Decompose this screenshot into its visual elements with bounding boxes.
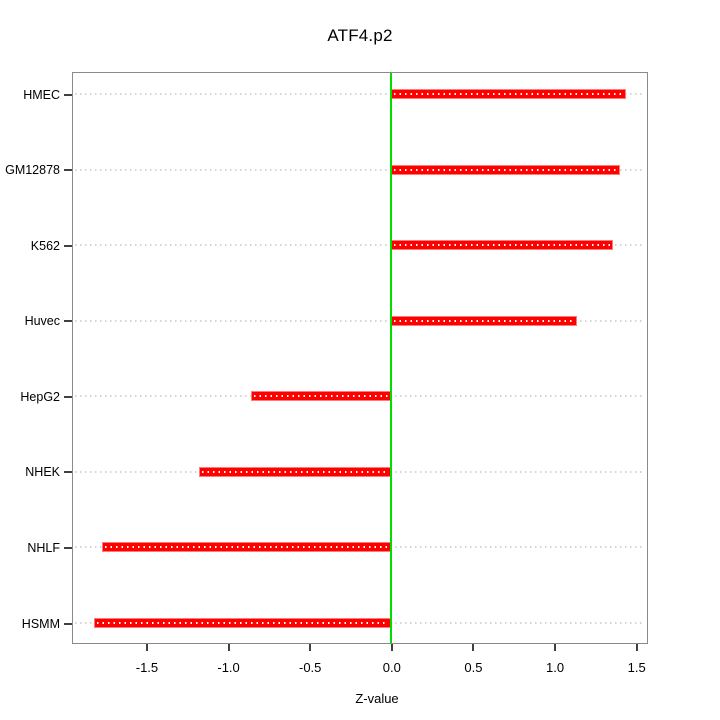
x-tick-label: -0.5 <box>299 660 322 675</box>
plot-area <box>72 72 648 644</box>
y-tick <box>64 169 72 172</box>
x-tick <box>472 644 475 651</box>
bar-hmec <box>391 89 627 99</box>
y-axis-label: NHEK <box>25 465 60 480</box>
x-axis-title: Z-value <box>355 691 399 706</box>
chart-title: ATF4.p2 <box>327 26 393 45</box>
x-tick-label: 1.0 <box>546 660 565 675</box>
x-tick-label: 0.0 <box>382 660 401 675</box>
bar-hepg2 <box>250 391 392 402</box>
zero-line <box>390 73 393 643</box>
y-axis-label: HepG2 <box>20 389 60 404</box>
bar-dot-pattern <box>253 395 389 398</box>
bar-dot-pattern <box>201 470 389 473</box>
y-tick <box>64 320 72 323</box>
x-tick-label: -1.0 <box>217 660 240 675</box>
y-tick <box>64 93 72 96</box>
x-tick <box>554 644 557 651</box>
y-axis-label: GM12878 <box>5 163 60 178</box>
bar-nhlf <box>102 542 392 553</box>
bar-dot-pattern <box>394 244 611 247</box>
y-tick <box>64 471 72 474</box>
bar-dot-pattern <box>394 93 624 95</box>
gridline <box>75 168 645 171</box>
y-axis-label: Huvec <box>24 314 60 329</box>
y-axis-label: NHLF <box>27 540 60 555</box>
x-tick <box>309 644 312 651</box>
bar-nhek <box>198 466 392 477</box>
x-tick <box>145 644 148 651</box>
x-tick <box>390 644 393 651</box>
bar-gm12878 <box>391 164 620 175</box>
y-tick <box>64 546 72 549</box>
gridline <box>75 319 645 322</box>
y-axis-label: HMEC <box>23 87 60 102</box>
y-tick <box>64 244 72 247</box>
bar-dot-pattern <box>105 546 389 549</box>
gridline <box>75 93 645 95</box>
bar-dot-pattern <box>394 319 575 322</box>
x-tick-label: 0.5 <box>464 660 483 675</box>
x-tick <box>227 644 230 651</box>
x-tick-label: 1.5 <box>627 660 646 675</box>
y-tick <box>64 395 72 398</box>
bar-k562 <box>391 240 614 251</box>
bar-dot-pattern <box>97 622 389 624</box>
bar-hsmm <box>94 618 392 628</box>
y-axis-label: K562 <box>30 238 60 253</box>
x-tick-label: -1.5 <box>135 660 159 675</box>
x-tick <box>635 644 638 651</box>
bar-huvec <box>391 315 578 326</box>
gridline <box>75 244 645 247</box>
bar-dot-pattern <box>394 168 617 171</box>
y-tick <box>64 622 72 625</box>
y-axis-label: HSMM <box>21 616 60 631</box>
